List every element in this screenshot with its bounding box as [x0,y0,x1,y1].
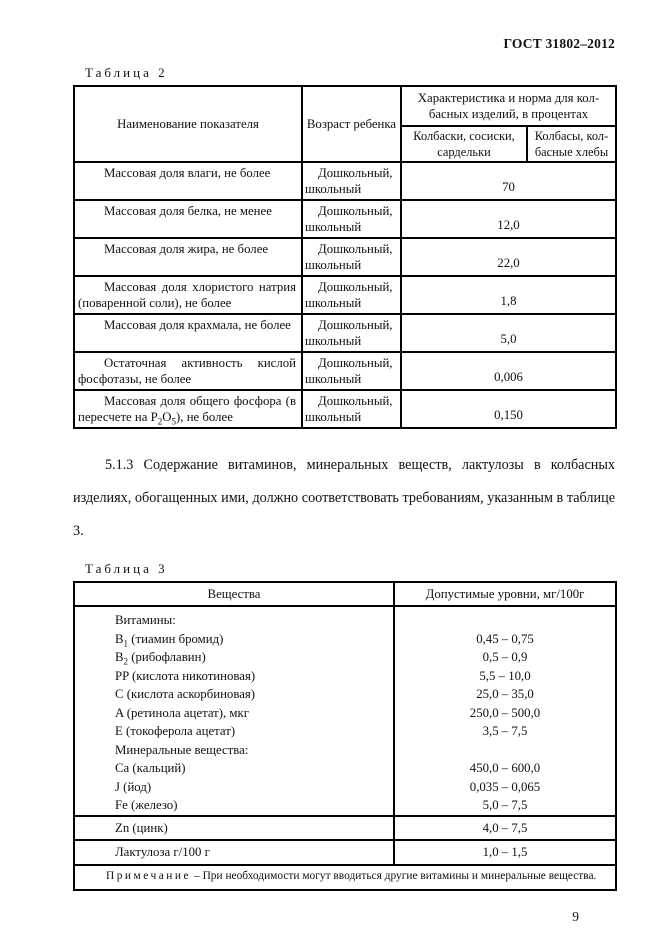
substance-cell: B2 (рибофлавин) [73,648,395,667]
age-cell: Дошкольный, школьный [301,199,402,239]
value-cell: 0,150 [400,389,617,429]
substance-cell: A (ретинола ацетат), мкг [73,703,395,722]
substance-cell: Fe (железо) [73,796,395,816]
indicator-cell: Массовая доля крахмала, не более [73,313,303,353]
table2-label: Таблица 2 [85,65,168,80]
table2-header-sub1: Колбаски, со­сиски, сардельки [400,125,528,163]
substance-cell: J (йод) [73,777,395,796]
value-cell: 0,006 [400,351,617,391]
table3-header-substance: Вещества [73,581,395,607]
substance-cell: Лактулоза г/100 г [73,839,395,866]
page-number: 9 [572,908,579,924]
table2-header-group: Характеристика и норма для кол­басных из… [400,85,617,127]
level-cell: 0,45 – 0,75 [393,629,617,648]
value-cell: 22,0 [400,237,617,277]
table2-row: Массовая доля белка, не менее Дошкольный… [73,199,617,239]
value-cell: 12,0 [400,199,617,239]
age-cell: Дошкольный, школьный [301,389,402,429]
age-cell: Дошкольный, школьный [301,275,402,315]
substance-cell: Ca (кальций) [73,759,395,778]
table3: Вещества Допустимые уровни, мг/100г Вита… [73,581,617,891]
table2: Наименование показателя Возраст ребенка … [73,85,617,429]
table2-header-sub2: Колбасы, кол­басные хлебы [526,125,617,163]
substance-cell: B1 (тиамин бромид) [73,629,395,648]
table3-row: Минеральные вещества: [73,740,617,759]
value-cell: 5,0 [400,313,617,353]
level-cell: 1,0 – 1,5 [393,839,617,866]
table3-row: Fe (железо) 5,0 – 7,5 [73,796,617,816]
indicator-cell: Массовая доля жира, не более [73,237,303,277]
level-cell: 4,0 – 7,5 [393,814,617,841]
level-cell: 5,0 – 7,5 [393,796,617,816]
table3-label: Таблица 3 [85,561,168,576]
indicator-cell: Массовая доля общего фосфо­ра (в пересче… [73,389,303,429]
indicator-cell: Массовая доля белка, не менее [73,199,303,239]
substance-cell: C (кислота аскорбиновая) [73,685,395,704]
table2-row: Массовая доля общего фосфо­ра (в пересче… [73,389,617,429]
table3-row: A (ретинола ацетат), мкг 250,0 – 500,0 [73,703,617,722]
level-cell: 450,0 – 600,0 [393,759,617,778]
level-cell [393,740,617,759]
level-cell: 25,0 – 35,0 [393,685,617,704]
level-cell: 0,035 – 0,065 [393,777,617,796]
substance-cell: Витамины: [73,606,395,630]
table2-row: Остаточная активность кислой фосфотазы, … [73,351,617,391]
table2-row: Массовая доля хлористого на­трия (поваре… [73,275,617,315]
age-cell: Дошкольный, школьный [301,237,402,277]
table3-row: B2 (рибофлавин) 0,5 – 0,9 [73,648,617,667]
age-cell: Дошкольный, школьный [301,161,402,201]
substance-cell: PP (кислота никотиновая) [73,666,395,685]
table2-header-indicator: Наименование показателя [73,85,303,163]
indicator-cell: Массовая доля хлористого на­трия (поваре… [73,275,303,315]
table3-row: J (йод) 0,035 – 0,065 [73,777,617,796]
table3-row: Витамины: [73,606,617,630]
substance-cell: E (токоферола ацетат) [73,722,395,741]
value-cell: 70 [400,161,617,201]
table3-row: Ca (кальций) 450,0 – 600,0 [73,759,617,778]
level-cell [393,606,617,630]
table3-row: Лактулоза г/100 г 1,0 – 1,5 [73,839,617,866]
substance-cell: Минеральные вещества: [73,740,395,759]
paragraph-5-1-3: 5.1.3 Содержание витаминов, минеральных … [73,457,615,539]
note-cell: Примечание – При необходимости могут ввод… [73,863,617,891]
table3-row: B1 (тиамин бромид) 0,45 – 0,75 [73,629,617,648]
level-cell: 250,0 – 500,0 [393,703,617,722]
table3-row: C (кислота аскорбиновая) 25,0 – 35,0 [73,685,617,704]
note-text: – При необходимости могут вводиться друг… [194,869,597,882]
note-label: Примечание [106,869,192,882]
table2-row: Массовая доля жира, не более Дошкольный,… [73,237,617,277]
age-cell: Дошкольный, школьный [301,351,402,391]
level-cell: 5,5 – 10,0 [393,666,617,685]
table2-header-age: Возраст ребенка [301,85,402,163]
substance-cell: Zn (цинк) [73,814,395,841]
level-cell: 0,5 – 0,9 [393,648,617,667]
table3-row: PP (кислота никотиновая) 5,5 – 10,0 [73,666,617,685]
table3-note-row: Примечание – При необходимости могут ввод… [73,863,617,891]
level-cell: 3,5 – 7,5 [393,722,617,741]
table2-row: Массовая доля крахмала, не более Дошколь… [73,313,617,353]
indicator-cell: Массовая доля влаги, не более [73,161,303,201]
document-code: ГОСТ 31802–2012 [503,36,615,51]
age-cell: Дошкольный, школьный [301,313,402,353]
value-cell: 1,8 [400,275,617,315]
table2-row: Массовая доля влаги, не более Дошкольный… [73,161,617,201]
indicator-cell: Остаточная активность кислой фосфотазы, … [73,351,303,391]
table3-row: E (токоферола ацетат) 3,5 – 7,5 [73,722,617,741]
table3-row: Zn (цинк) 4,0 – 7,5 [73,814,617,841]
table3-header-levels: Допустимые уровни, мг/100г [393,581,617,607]
